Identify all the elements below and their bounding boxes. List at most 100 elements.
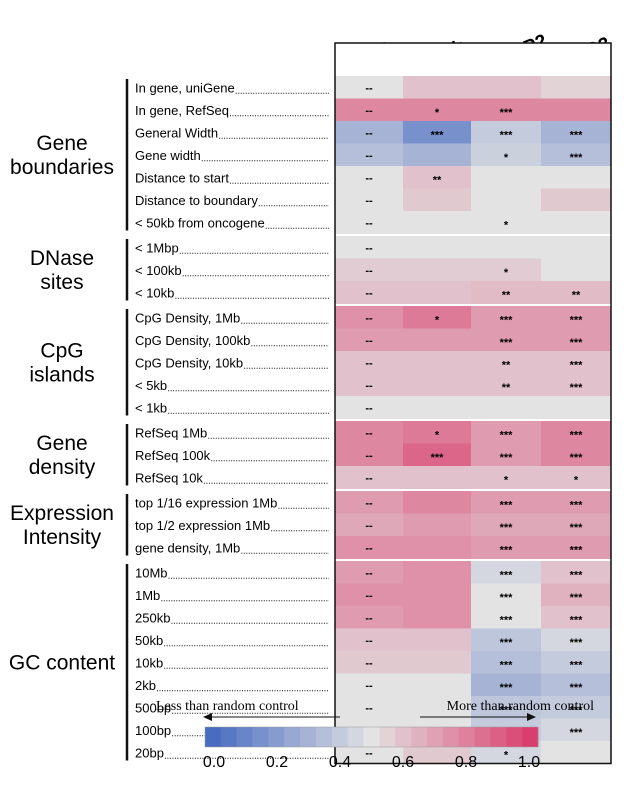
colorbar-swatch: [316, 727, 333, 747]
significance-star: **: [502, 359, 511, 371]
row-label: RefSeq 100k: [135, 448, 211, 463]
heatmap-cell: [335, 143, 403, 167]
heatmap-cell: [403, 121, 471, 144]
significance-star: ***: [500, 337, 514, 349]
heatmap-cell: [335, 281, 403, 304]
heatmap-cell: [541, 741, 611, 764]
significance-star: ***: [500, 499, 514, 511]
heatmap-cell: [403, 651, 471, 674]
heatmap-cell: [541, 351, 611, 374]
significance-star: ***: [500, 614, 514, 626]
group-label: density: [29, 456, 96, 479]
heatmap-cell: [403, 306, 471, 329]
heatmap-cell: [541, 281, 611, 304]
significance-star: *: [504, 219, 509, 231]
significance-marks: ---- * ***-- *** *** ***-- * ***-- **---- *---- *-…: [365, 82, 583, 761]
heatmap-cell: [541, 373, 611, 397]
heatmap-cell: [471, 466, 541, 489]
colorbar-swatch: [205, 727, 222, 747]
heatmap-cell: [471, 98, 541, 122]
heatmap-cell: [403, 236, 471, 259]
heatmap-cell: [471, 396, 541, 419]
dash-mark: --: [365, 312, 373, 324]
group-label: DNase: [30, 247, 94, 270]
heatmap-cell: [335, 491, 403, 514]
group-label: Expression: [10, 502, 114, 525]
heatmap-cell: [541, 98, 611, 122]
colorbar-tick-label: 0.0: [203, 754, 225, 771]
heatmap-cell: [471, 373, 541, 397]
heatmap-cell: [471, 673, 541, 697]
row-label: In gene, uniGene: [135, 80, 235, 95]
row-label: RefSeq 10k: [135, 470, 203, 485]
dash-mark: --: [365, 520, 373, 532]
dash-mark: --: [365, 472, 373, 484]
heatmap-cell: [335, 561, 403, 584]
row-label: 500bp: [135, 700, 171, 715]
heatmap-cell: [471, 421, 541, 444]
heatmap-cell: [471, 76, 541, 99]
heatmap-cell: [471, 166, 541, 189]
colorbar: 0.0 0.2 0.4 0.6 0.8 1.0 Less than random contr…: [156, 699, 594, 771]
dash-mark: --: [365, 105, 373, 117]
significance-star: ***: [570, 314, 584, 326]
colorbar-swatch: [411, 727, 428, 747]
heatmap-cell: [471, 351, 541, 374]
significance-star: *: [504, 749, 509, 761]
heatmap-cell: [471, 651, 541, 674]
colorbar-swatch: [252, 727, 269, 747]
heatmap-cell: [403, 328, 471, 352]
heatmap-cell: [335, 396, 403, 419]
group-label: boundaries: [10, 156, 114, 179]
significance-star: ***: [570, 429, 584, 441]
heatmap-cell: [541, 628, 611, 652]
heatmap-cell: [403, 513, 471, 537]
heatmap-cell: [403, 166, 471, 189]
heatmap-cell: [541, 396, 611, 419]
heatmap-cell: [541, 696, 611, 719]
group-label: GC content: [9, 651, 115, 674]
colorbar-tick-label: 0.8: [455, 754, 477, 771]
significance-star: ***: [500, 704, 514, 716]
significance-star: ***: [570, 637, 584, 649]
significance-star: ***: [500, 569, 514, 581]
heatmap-cell: [335, 236, 403, 259]
colorbar-swatch: [347, 727, 364, 747]
heatmap-cell: [541, 211, 611, 234]
dash-mark: --: [365, 680, 373, 692]
group-label: islands: [29, 363, 94, 386]
dash-mark: --: [365, 82, 373, 94]
heatmap-cell: [541, 606, 611, 629]
heatmap-cell: [541, 143, 611, 167]
heatmap-cell: [471, 696, 541, 719]
colorbar-swatch: [300, 727, 317, 747]
heatmap-cell: [471, 236, 541, 259]
heatmap-cell: [335, 443, 403, 467]
significance-star: *: [435, 314, 440, 326]
heatmap-cell: [335, 696, 403, 719]
significance-star: **: [433, 174, 442, 186]
heatmap-cell: [403, 561, 471, 584]
heatmap-cell: [335, 351, 403, 374]
heatmap-cell: [541, 76, 611, 99]
heatmap-cell: [335, 606, 403, 629]
significance-star: ***: [500, 522, 514, 534]
colorbar-tick-label: 0.4: [329, 754, 351, 771]
significance-star: ***: [570, 614, 584, 626]
heatmap-cell: [471, 258, 541, 282]
group-label: sites: [40, 271, 83, 294]
significance-star: ***: [570, 592, 584, 604]
row-label: CpG Density, 10kb: [135, 355, 243, 370]
heatmap-cell: [541, 491, 611, 514]
significance-star: ***: [431, 452, 445, 464]
heatmap-cell: [403, 373, 471, 397]
heatmap-cell: [541, 121, 611, 144]
heatmap-cell: [335, 306, 403, 329]
heatmap-cell: [541, 561, 611, 584]
colorbar-swatch: [506, 727, 523, 747]
dash-mark: --: [365, 702, 373, 714]
heatmap-cell: [541, 258, 611, 282]
heatmap-cell: [403, 143, 471, 167]
heatmap-cell: [335, 421, 403, 444]
heatmap-cell: [403, 696, 471, 719]
